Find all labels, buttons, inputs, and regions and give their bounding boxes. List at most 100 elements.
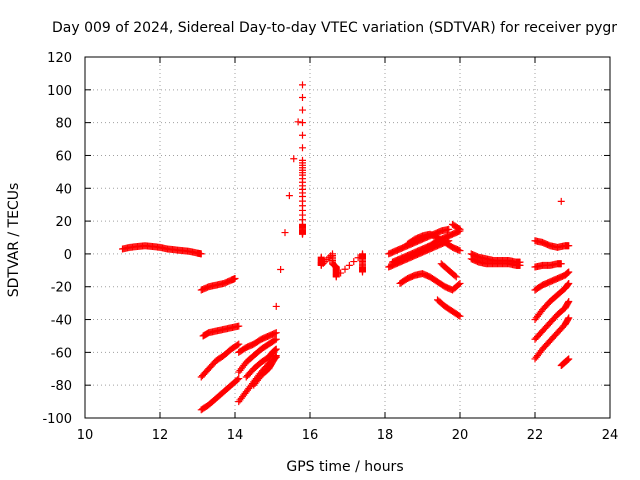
data-point	[299, 81, 306, 89]
data-point	[456, 279, 464, 287]
data-point	[455, 281, 463, 289]
series-arc-1	[119, 242, 205, 258]
series-arc-17	[437, 260, 460, 281]
y-tick-label: -80	[51, 379, 72, 394]
series-arc-20	[467, 255, 524, 269]
data-point	[337, 269, 345, 277]
data-point	[452, 273, 460, 281]
y-tick-label: 20	[55, 215, 72, 230]
data-point	[299, 131, 306, 139]
series-arc-10	[250, 352, 280, 389]
series-arc-6	[235, 329, 280, 356]
grid	[85, 57, 610, 418]
data-point	[234, 341, 241, 349]
series-arc-18	[449, 220, 464, 233]
data-point	[565, 314, 573, 322]
chart-title: Day 009 of 2024, Sidereal Day-to-day VTE…	[52, 20, 617, 36]
data-point	[281, 229, 289, 237]
series-arc-26	[531, 314, 573, 363]
data-point	[565, 355, 573, 363]
x-tick-label: 24	[602, 428, 619, 443]
data-point	[341, 265, 349, 273]
data-point	[235, 340, 243, 348]
axis-ticks	[84, 56, 611, 419]
data-point	[285, 192, 293, 200]
y-tick-label: 60	[55, 149, 72, 164]
data-marks	[119, 81, 573, 414]
data-point	[564, 315, 572, 323]
data-point	[234, 376, 241, 384]
data-point	[565, 279, 573, 287]
data-point	[235, 322, 243, 330]
series-arc-23	[531, 268, 573, 294]
data-point	[272, 329, 280, 337]
data-point	[451, 272, 459, 280]
x-tick-label: 10	[77, 428, 94, 443]
x-tick-label: 14	[227, 428, 244, 443]
data-point	[564, 299, 572, 307]
data-point	[455, 224, 463, 232]
data-point	[565, 268, 573, 276]
series-arc-2	[197, 275, 239, 294]
data-point	[272, 302, 280, 310]
series-spikes	[272, 81, 306, 310]
data-point	[299, 230, 306, 238]
data-point	[557, 197, 565, 205]
data-point	[231, 275, 239, 283]
x-tick-labels: 10 12 14 16 18 20 22 24	[77, 428, 619, 443]
y-tick-label: 120	[47, 51, 72, 66]
data-point	[332, 273, 340, 281]
series-arc-21	[531, 237, 573, 251]
x-tick-label: 22	[527, 428, 544, 443]
data-point	[294, 118, 302, 126]
series-short-arcs	[317, 250, 366, 281]
data-point	[456, 225, 464, 233]
series-arc-15	[404, 230, 464, 255]
series-arc-27	[557, 355, 573, 369]
y-tick-label: 100	[47, 84, 72, 99]
data-point	[565, 242, 573, 250]
series-arc-22	[531, 260, 565, 271]
y-axis-label: SDTVAR / TECUs	[6, 183, 22, 298]
series-arc-5	[197, 375, 243, 414]
series-arc-9	[242, 345, 280, 381]
y-tick-label: -20	[51, 281, 72, 296]
series-arc-16	[434, 296, 464, 320]
data-point	[272, 335, 280, 343]
x-tick-label: 12	[152, 428, 169, 443]
y-tick-label: 40	[55, 182, 72, 197]
data-point	[299, 144, 306, 152]
y-tick-label: 0	[64, 248, 72, 263]
data-point	[456, 247, 464, 255]
x-tick-label: 18	[377, 428, 394, 443]
data-point	[272, 352, 280, 360]
series-arc-24	[531, 279, 573, 324]
data-point	[272, 345, 280, 353]
data-point	[565, 297, 573, 305]
y-tick-label: 80	[55, 117, 72, 132]
data-point	[455, 311, 463, 319]
data-point	[564, 280, 572, 288]
y-tick-label: -40	[51, 314, 72, 329]
data-point	[299, 93, 306, 101]
data-point	[350, 258, 358, 266]
series-arc-7	[235, 335, 280, 376]
data-point	[516, 261, 524, 269]
series-arc-4	[197, 340, 243, 381]
data-point	[272, 353, 280, 361]
data-point	[445, 225, 453, 233]
data-point	[345, 261, 353, 269]
y-tick-label: -100	[42, 412, 72, 427]
series-arc-28	[557, 197, 565, 205]
data-point	[299, 119, 306, 127]
y-tick-label: -60	[51, 346, 72, 361]
series-arc-3	[199, 322, 243, 340]
plot-frame	[84, 56, 611, 419]
series-arc-25	[531, 297, 573, 343]
data-point	[197, 250, 205, 258]
data-point	[290, 155, 298, 163]
data-point	[557, 260, 565, 268]
x-tick-label: 20	[452, 428, 469, 443]
data-point	[456, 312, 464, 320]
